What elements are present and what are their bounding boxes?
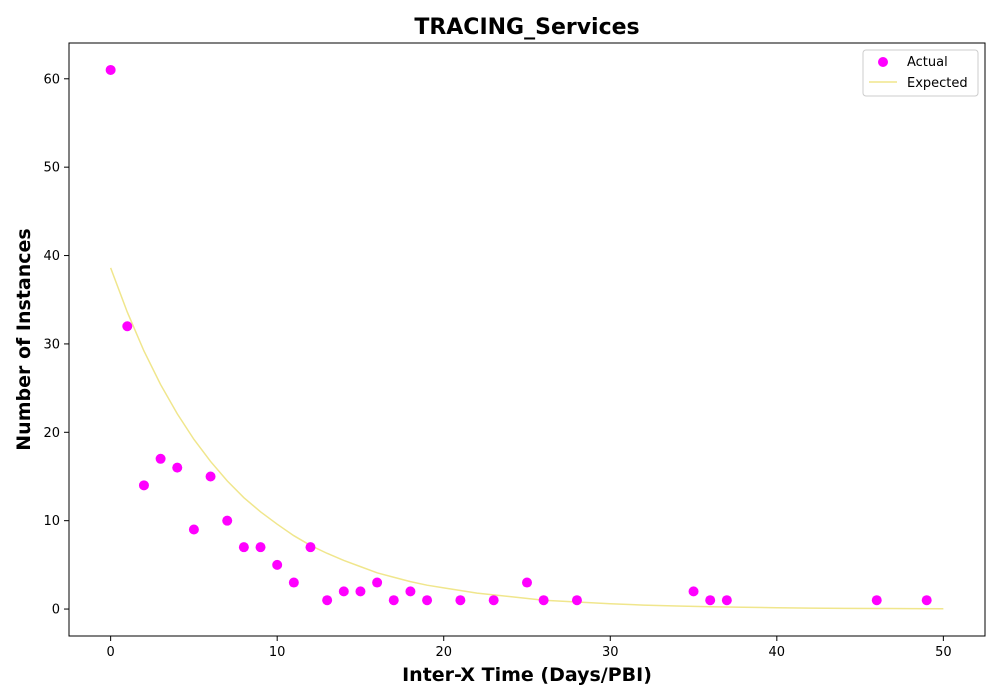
x-tick-label: 40 (769, 645, 786, 660)
actual-point (522, 577, 532, 588)
actual-point (188, 524, 199, 535)
y-tick-label: 40 (43, 249, 60, 264)
legend-label-actual: Actual (907, 55, 948, 70)
y-tick-label: 30 (43, 337, 60, 352)
x-tick-label: 0 (106, 645, 114, 660)
y-tick-label: 10 (43, 514, 60, 529)
actual-point (571, 595, 582, 606)
y-tick-label: 60 (43, 72, 60, 87)
actual-point (105, 64, 116, 75)
actual-point (172, 462, 183, 473)
actual-point (255, 542, 266, 553)
actual-point (455, 595, 466, 606)
actual-point (288, 577, 299, 588)
actual-point (338, 586, 349, 597)
x-tick-label: 30 (602, 645, 619, 660)
y-axis-label: Number of Instances (13, 228, 35, 450)
actual-point (372, 577, 383, 588)
legend: Actual Expected (862, 49, 979, 97)
actual-point (721, 595, 732, 606)
actual-point (355, 586, 366, 597)
actual-point (705, 595, 716, 606)
actual-point (422, 595, 433, 606)
actual-point (405, 586, 416, 597)
x-axis-label: Inter-X Time (Days/PBI) (402, 664, 652, 686)
expected-line (109, 267, 944, 610)
y-tick-label: 20 (43, 426, 60, 441)
chart-title: TRACING_Services (414, 15, 639, 40)
actual-point (871, 595, 882, 606)
actual-point (122, 321, 133, 332)
plot-area (105, 64, 944, 610)
legend-label-expected: Expected (907, 76, 968, 91)
actual-point (205, 471, 216, 482)
legend-marker-actual (878, 57, 888, 67)
y-tick-label: 50 (43, 161, 60, 176)
actual-point (921, 595, 932, 606)
actual-point (222, 515, 233, 526)
actual-point (272, 559, 283, 570)
x-tick-label: 10 (269, 645, 286, 660)
x-axis: 0 10 20 30 40 50 (106, 636, 952, 660)
legend-box (862, 49, 979, 97)
plot-frame (68, 42, 986, 637)
y-tick-label: 0 (52, 603, 60, 618)
actual-point (488, 595, 499, 606)
actual-point (538, 595, 549, 606)
x-tick-label: 20 (435, 645, 452, 660)
actual-point (688, 586, 699, 597)
y-axis: 0 10 20 30 40 50 60 (43, 72, 69, 618)
actual-point (155, 453, 166, 464)
actual-point (138, 480, 149, 491)
actual-point (388, 595, 399, 606)
actual-point (322, 595, 333, 606)
actual-point (238, 542, 249, 553)
actual-point (305, 542, 316, 553)
x-tick-label: 50 (935, 645, 952, 660)
